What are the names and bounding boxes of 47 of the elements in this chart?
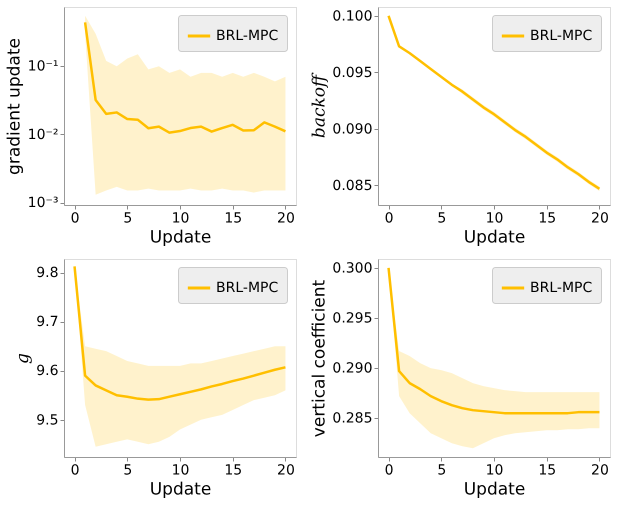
x-tick-label: 20 [591,210,609,226]
legend-label: BRL-MPC [530,280,592,296]
y-tick-label: 9.5 [36,412,58,428]
y-axis-title: backoff [309,72,330,138]
x-tick-label: 10 [172,210,190,226]
y-tick-label: 0.100 [332,8,372,24]
x-tick-label: 10 [172,462,190,478]
x-tick-label: 20 [591,462,609,478]
y-tick-label: 0.085 [332,178,372,194]
y-axis-title: gradient update [4,38,25,175]
legend-label: BRL-MPC [216,280,278,296]
y-tick-label: 10⁻³ [28,195,58,212]
legend-label: BRL-MPC [530,28,592,44]
x-tick-label: 5 [123,462,132,478]
y-tick-label: 9.6 [36,363,59,380]
x-tick-label: 20 [277,210,295,226]
y-axis-title: g [13,352,34,364]
x-tick-label: 10 [486,210,504,226]
legend-label: BRL-MPC [216,28,278,44]
x-tick-label: 0 [70,210,80,226]
y-tick-label: 0.300 [332,260,372,276]
y-tick-label: 9.7 [36,314,58,330]
y-tick-label: 0.290 [332,360,372,377]
y-tick-label: 10⁻¹ [28,58,58,75]
y-tick-label: 0.295 [332,310,372,326]
x-tick-label: 5 [437,210,446,226]
x-tick-label: 15 [224,462,242,478]
x-tick-label: 15 [538,210,556,226]
x-tick-label: 10 [486,462,504,478]
x-axis-title: Update [150,480,212,500]
y-tick-label: 9.8 [36,265,58,282]
y-tick-label: 10⁻² [28,126,58,143]
x-tick-label: 15 [224,210,242,226]
x-tick-label: 0 [384,210,394,226]
y-tick-label: 0.090 [332,121,372,138]
x-tick-label: 20 [277,462,295,478]
y-tick-label: 0.095 [332,64,372,81]
x-axis-title: Update [464,480,526,500]
x-tick-label: 0 [70,462,80,478]
x-tick-label: 15 [538,462,556,478]
x-axis-title: Update [464,228,526,248]
x-tick-label: 0 [384,462,394,478]
y-tick-label: 0.285 [332,410,372,427]
x-tick-label: 5 [123,210,132,226]
x-axis-title: Update [150,228,212,248]
y-axis-title: vertical coefficient [309,279,330,438]
x-tick-label: 5 [437,462,446,478]
